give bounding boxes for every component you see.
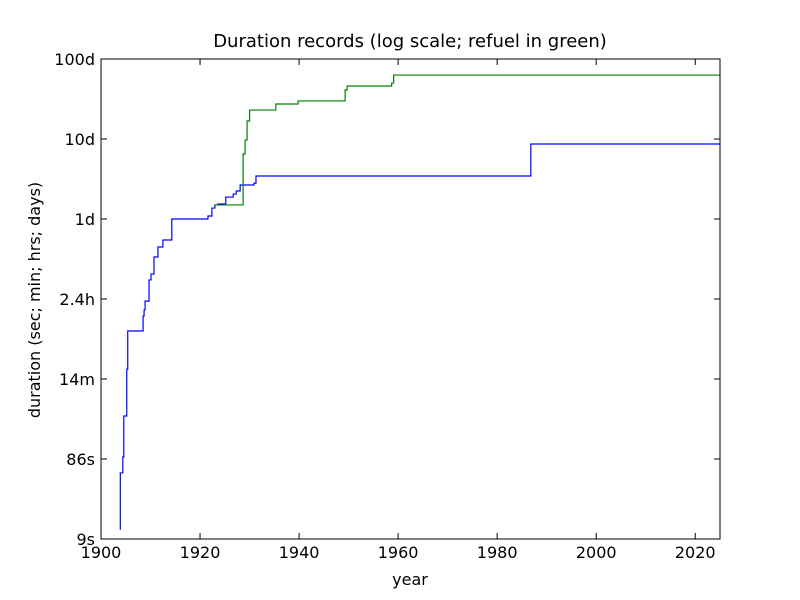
x-tick-label: 2020 <box>675 543 716 562</box>
y-tick-label: 86s <box>66 450 95 469</box>
chart-title: Duration records (log scale; refuel in g… <box>213 31 607 52</box>
y-tick-label: 100d <box>54 50 95 69</box>
y-axis-label: duration (sec; min; hrs; days) <box>25 182 44 418</box>
x-tick-label: 1980 <box>477 543 518 562</box>
step-line <box>119 143 720 530</box>
x-tick-label: 2000 <box>576 543 617 562</box>
x-axis-label: year <box>392 570 428 589</box>
x-tick-label: 1960 <box>378 543 419 562</box>
y-tick-label: 14m <box>59 370 95 389</box>
x-tick-label: 1900 <box>81 543 122 562</box>
y-tick-label: 2.4h <box>59 290 95 309</box>
plot-frame <box>100 58 721 540</box>
y-tick-label: 10d <box>64 130 95 149</box>
step-line <box>214 74 720 206</box>
y-tick-label: 9s <box>76 530 95 549</box>
y-tick-label: 1d <box>75 210 95 229</box>
x-tick-label: 1940 <box>279 543 320 562</box>
x-tick-label: 1920 <box>180 543 221 562</box>
